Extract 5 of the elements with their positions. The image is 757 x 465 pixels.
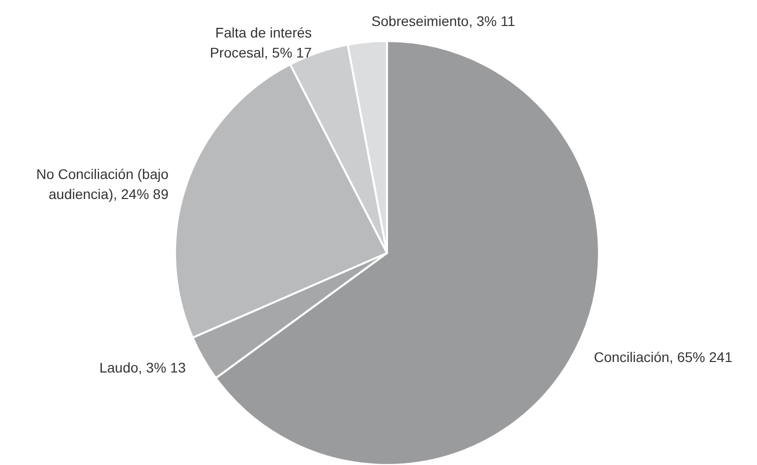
slice-label: Conciliación, 65% 241 [594,349,733,366]
slice-label: Falta de interés Procesal, 5% 17 [210,24,312,61]
slice-label: Sobreseimiento, 3% 11 [371,13,516,30]
slice-label: Laudo, 3% 13 [99,359,186,376]
slice-label: No Conciliación (bajo audiencia), 24% 89 [36,166,169,202]
